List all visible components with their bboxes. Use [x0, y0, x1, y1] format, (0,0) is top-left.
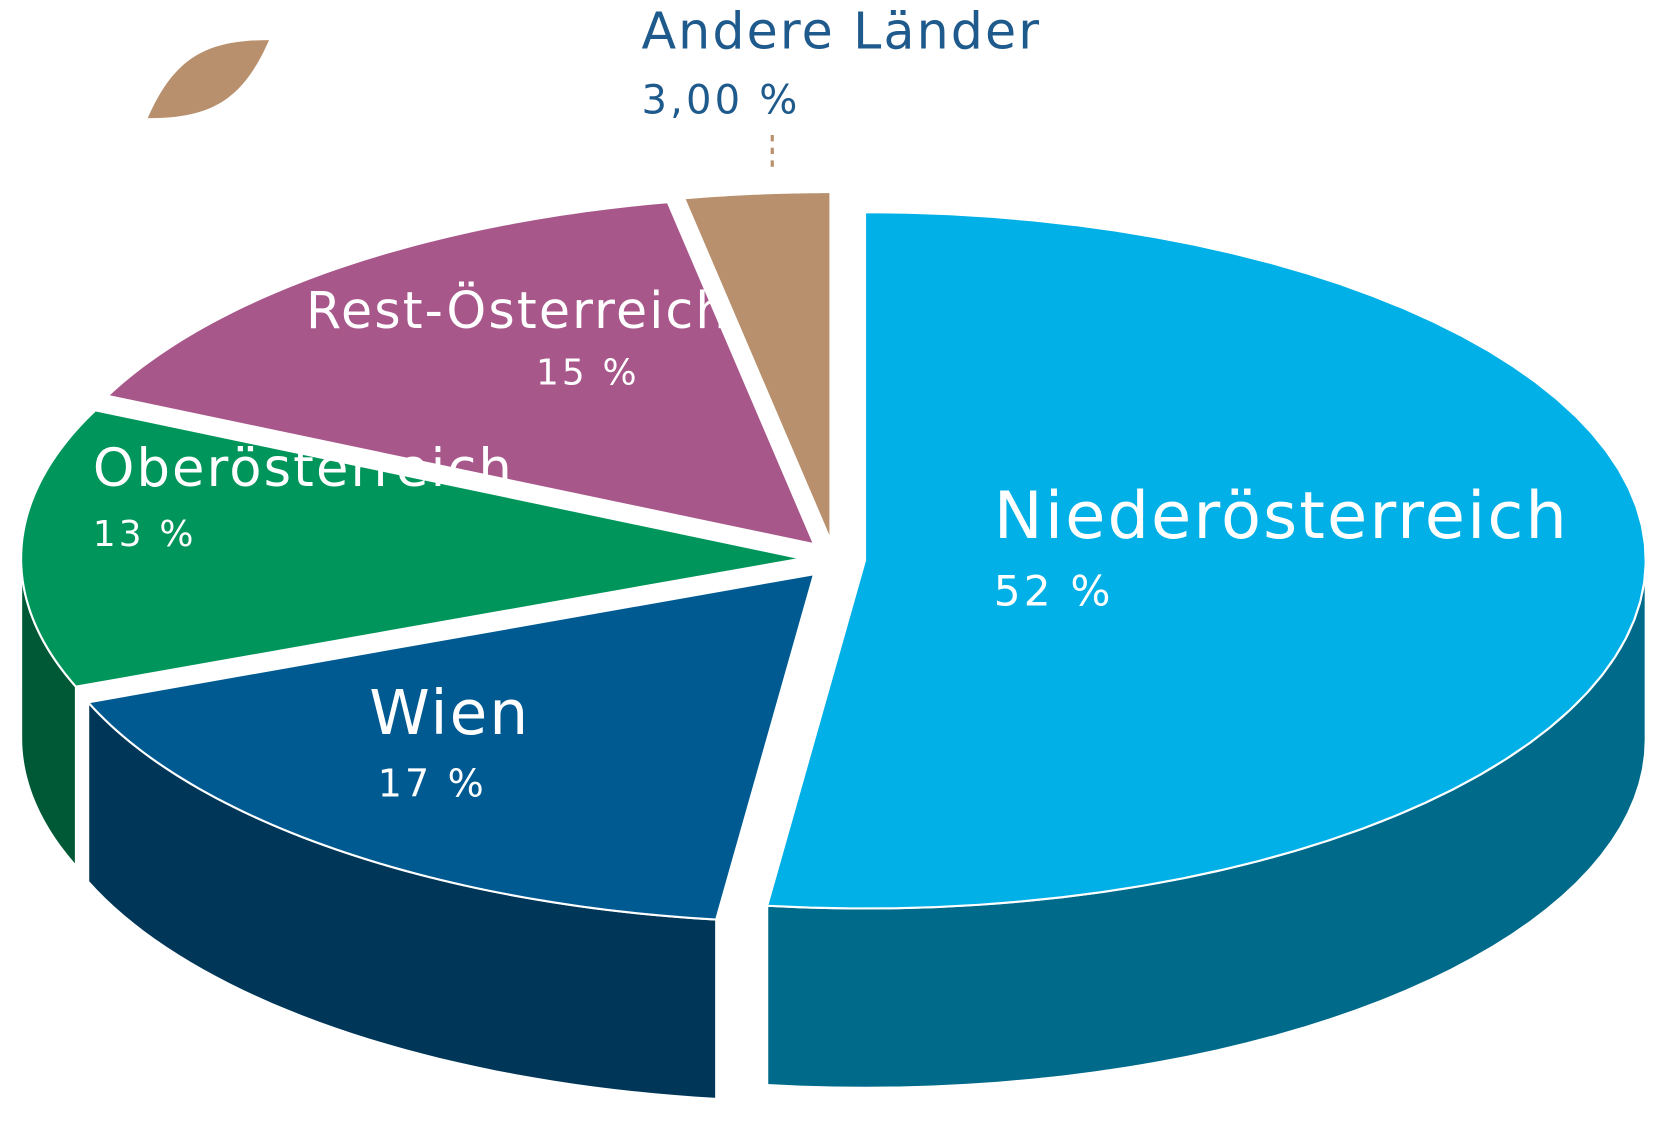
slice-label: Oberösterreich	[93, 438, 514, 499]
sides	[20, 558, 1647, 1101]
value-label: 3,00 %	[641, 77, 800, 123]
slice-label: Wien	[369, 678, 530, 749]
slice	[765, 211, 1647, 910]
slice	[86, 572, 816, 921]
slice-label: Rest-Österreich	[306, 281, 730, 340]
plot: Niederösterreich 52 % Wien 17 % Oberösterrei…	[20, 1, 1647, 1101]
value-label: 17 %	[378, 761, 487, 805]
slice-label: Andere Länder	[641, 1, 1041, 60]
value-label: 13 %	[93, 514, 197, 555]
value-label: 15 %	[536, 353, 640, 394]
tops	[20, 191, 1647, 921]
slice	[105, 201, 816, 546]
slice-label: Niederösterreich	[994, 478, 1569, 554]
slice	[20, 409, 803, 688]
slice	[682, 191, 832, 541]
value-label: 52 %	[994, 566, 1114, 615]
leaf-icon	[147, 40, 270, 119]
